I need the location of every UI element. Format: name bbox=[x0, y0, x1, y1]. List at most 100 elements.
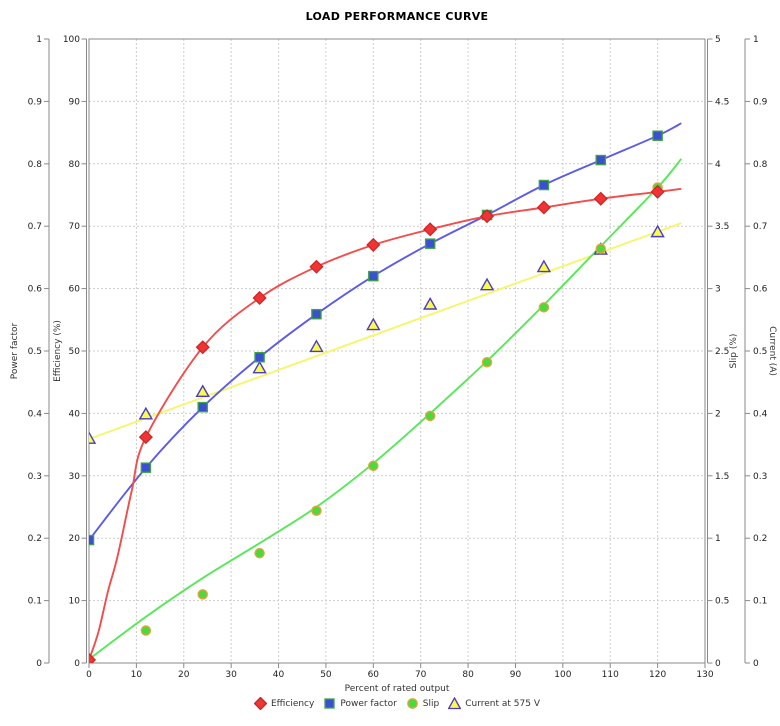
x-tick-label: 20 bbox=[178, 670, 190, 680]
slip-tick-label: 5 bbox=[715, 35, 721, 45]
fit-line-current-at-575-v bbox=[89, 222, 682, 440]
current-tick-label: 0.2 bbox=[753, 534, 767, 544]
current-tick-label: 0.4 bbox=[753, 409, 768, 419]
x-tick-label: 100 bbox=[554, 670, 571, 680]
legend-label: Current at 575 V bbox=[465, 698, 540, 709]
fit-line-slip bbox=[89, 158, 683, 661]
x-tick-label: 130 bbox=[696, 670, 713, 680]
power-factor-tick-label: 0 bbox=[36, 659, 42, 669]
efficiency-tick-label: 30 bbox=[69, 472, 81, 482]
fit-line-efficiency bbox=[89, 187, 682, 661]
power-factor-tick-label: 0.1 bbox=[28, 597, 42, 607]
power-factor-tick-label: 1 bbox=[36, 35, 42, 45]
power-factor-tick-label: 0.4 bbox=[28, 409, 43, 419]
x-axis-title: Percent of rated output bbox=[344, 684, 450, 694]
data-point-current-at-575-v bbox=[89, 431, 97, 444]
data-point-current-at-575-v bbox=[366, 317, 381, 331]
data-point-slip bbox=[424, 410, 436, 422]
current-tick-label: 0 bbox=[753, 659, 759, 669]
series-power-factor bbox=[89, 130, 663, 546]
efficiency-tick-label: 20 bbox=[69, 534, 81, 544]
slip-tick-label: 0 bbox=[715, 659, 721, 669]
x-tick-label: 60 bbox=[368, 670, 380, 680]
triangle-legend-glyph bbox=[448, 697, 462, 710]
data-point-efficiency bbox=[593, 191, 608, 206]
data-point-efficiency bbox=[650, 184, 665, 199]
x-tick-label: 90 bbox=[510, 670, 522, 680]
x-tick-label: 30 bbox=[225, 670, 237, 680]
slip-axis-title: Slip (%) bbox=[729, 333, 739, 369]
legend-label: Efficiency bbox=[270, 698, 315, 709]
data-point-current-at-575-v bbox=[536, 259, 552, 273]
data-point-current-at-575-v bbox=[650, 224, 665, 238]
data-point-slip bbox=[311, 505, 322, 516]
power-factor-tick-label: 0.2 bbox=[28, 534, 42, 544]
current-tick-label: 0.1 bbox=[753, 597, 767, 607]
legend-label: Power factor bbox=[340, 698, 397, 709]
power-factor-tick-label: 0.9 bbox=[28, 97, 43, 107]
efficiency-axis-title: Efficiency (%) bbox=[53, 320, 63, 382]
data-point-power-factor bbox=[89, 534, 95, 546]
efficiency-tick-label: 60 bbox=[69, 285, 81, 295]
diamond-legend-glyph bbox=[253, 697, 267, 710]
efficiency-tick-label: 50 bbox=[69, 347, 81, 357]
data-point-slip bbox=[254, 547, 265, 559]
current-tick-label: 0.5 bbox=[753, 347, 767, 357]
data-point-slip bbox=[197, 589, 208, 600]
data-point-current-at-575-v bbox=[422, 296, 438, 310]
data-point-power-factor bbox=[197, 401, 208, 413]
power-factor-tick-label: 0.7 bbox=[28, 222, 42, 232]
efficiency-tick-label: 80 bbox=[69, 160, 81, 170]
slip-tick-label: 1 bbox=[715, 534, 721, 544]
data-point-power-factor bbox=[595, 154, 607, 166]
slip-tick-label: 4 bbox=[715, 160, 721, 170]
legend-item-current-at-575-v: Current at 575 V bbox=[448, 697, 540, 710]
circle-legend-glyph bbox=[406, 698, 418, 709]
slip-tick-label: 3 bbox=[715, 285, 721, 295]
slip-tick-label: 3.5 bbox=[715, 222, 729, 232]
data-point-power-factor bbox=[254, 351, 265, 363]
square-legend-glyph bbox=[324, 698, 335, 709]
data-point-power-factor bbox=[140, 462, 152, 473]
square-legend-icon bbox=[324, 698, 335, 709]
current-tick-label: 0.6 bbox=[753, 285, 768, 295]
triangle-legend-icon bbox=[448, 697, 462, 710]
efficiency-tick-label: 40 bbox=[69, 409, 81, 419]
data-point-slip bbox=[368, 460, 379, 472]
data-point-power-factor bbox=[538, 179, 550, 191]
data-point-efficiency bbox=[195, 340, 210, 355]
current-tick-label: 0.9 bbox=[753, 97, 768, 107]
slip-tick-label: 2.5 bbox=[715, 347, 729, 357]
data-point-slip bbox=[140, 625, 152, 636]
x-tick-label: 110 bbox=[602, 670, 619, 680]
legend: Efficiency Power factor Slip Current at 575… bbox=[60, 697, 734, 710]
data-point-efficiency bbox=[89, 652, 97, 663]
data-point-current-at-575-v bbox=[252, 360, 267, 374]
data-point-efficiency bbox=[536, 200, 551, 215]
data-point-current-at-575-v bbox=[479, 277, 495, 291]
slip-tick-label: 1.5 bbox=[715, 472, 729, 482]
chart-title: LOAD PERFORMANCE CURVE bbox=[305, 10, 489, 23]
x-tick-label: 80 bbox=[462, 670, 474, 680]
legend-label: Slip bbox=[422, 698, 440, 709]
data-point-slip bbox=[538, 302, 550, 313]
series-efficiency bbox=[89, 184, 665, 663]
efficiency-tick-label: 70 bbox=[69, 222, 81, 232]
power-factor-axis-title: Power factor bbox=[10, 322, 20, 380]
power-factor-tick-label: 0.6 bbox=[28, 285, 43, 295]
current-tick-label: 0.8 bbox=[753, 160, 768, 170]
efficiency-tick-label: 10 bbox=[69, 597, 81, 607]
power-factor-tick-label: 0.8 bbox=[28, 160, 43, 170]
current-tick-label: 1 bbox=[753, 35, 759, 45]
data-point-power-factor bbox=[424, 238, 436, 249]
data-point-efficiency bbox=[366, 237, 381, 252]
efficiency-tick-label: 100 bbox=[63, 35, 80, 45]
slip-tick-label: 2 bbox=[715, 409, 721, 419]
x-tick-label: 10 bbox=[131, 670, 143, 680]
diamond-legend-icon bbox=[253, 697, 267, 710]
power-factor-tick-label: 0.3 bbox=[28, 472, 42, 482]
x-tick-label: 40 bbox=[273, 670, 285, 680]
slip-tick-label: 0.5 bbox=[715, 597, 729, 607]
efficiency-tick-label: 90 bbox=[69, 97, 81, 107]
